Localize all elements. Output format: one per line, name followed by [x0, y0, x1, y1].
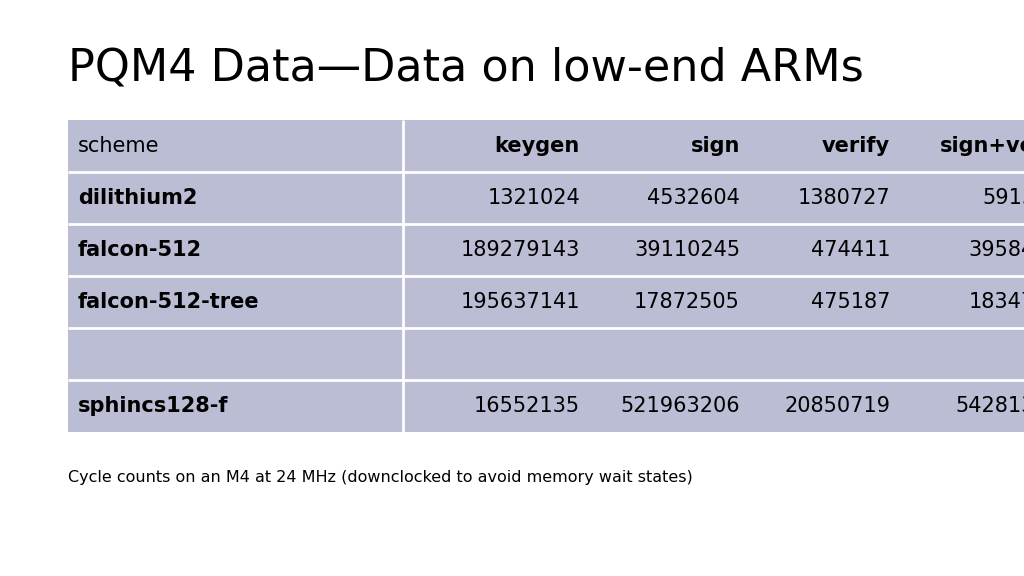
Text: Cycle counts on an M4 at 24 MHz (downclocked to avoid memory wait states): Cycle counts on an M4 at 24 MHz (downclo…	[68, 470, 693, 485]
Text: PQM4 Data—Data on low-end ARMs: PQM4 Data—Data on low-end ARMs	[68, 47, 864, 89]
Text: 474411: 474411	[811, 240, 890, 260]
Text: scheme: scheme	[78, 136, 160, 156]
Text: keygen: keygen	[495, 136, 580, 156]
Text: 542813925: 542813925	[955, 396, 1024, 416]
Text: 17872505: 17872505	[634, 292, 740, 312]
Text: falcon-512: falcon-512	[78, 240, 202, 260]
Text: 16552135: 16552135	[474, 396, 580, 416]
Text: 1321024: 1321024	[487, 188, 580, 208]
Text: 521963206: 521963206	[621, 396, 740, 416]
Text: 475187: 475187	[811, 292, 890, 312]
Text: 18347692: 18347692	[969, 292, 1024, 312]
Text: 20850719: 20850719	[784, 396, 890, 416]
Text: dilithium2: dilithium2	[78, 188, 198, 208]
Text: 39584656: 39584656	[969, 240, 1024, 260]
Text: falcon-512-tree: falcon-512-tree	[78, 292, 260, 312]
Text: sign: sign	[690, 136, 740, 156]
Text: 1380727: 1380727	[798, 188, 890, 208]
Text: sign+verify: sign+verify	[940, 136, 1024, 156]
Text: 189279143: 189279143	[461, 240, 580, 260]
Text: 4532604: 4532604	[647, 188, 740, 208]
Text: sphincs128-f: sphincs128-f	[78, 396, 228, 416]
Bar	[68, 120, 1024, 432]
Text: 195637141: 195637141	[461, 292, 580, 312]
Text: verify: verify	[822, 136, 890, 156]
Text: 39110245: 39110245	[634, 240, 740, 260]
Text: 5913331: 5913331	[982, 188, 1024, 208]
